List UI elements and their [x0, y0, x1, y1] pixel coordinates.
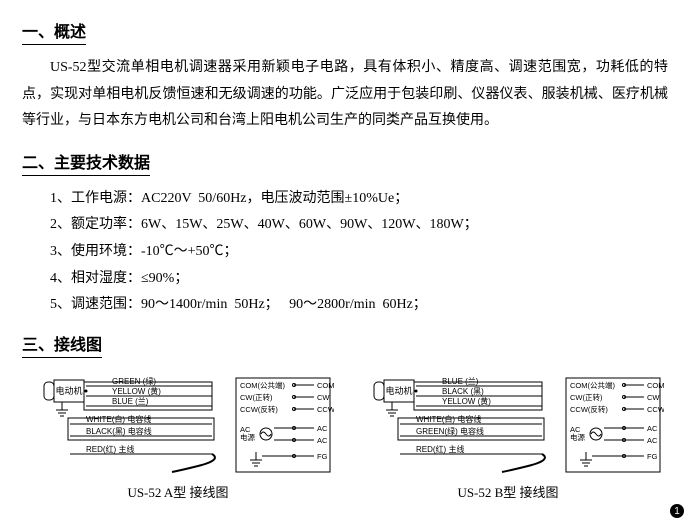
wire-label: BLUE (兰): [442, 376, 479, 386]
wire-label: RED(红) 主线: [86, 444, 134, 454]
wire-label: WHITE(白) 电容线: [416, 414, 481, 424]
diagrams-row: 电动机 GREEN (绿) YELLOW (黄) BLUE (兰): [22, 374, 668, 501]
overview-body: US-52型交流单相电机调速器采用新颖电子电路，具有体积小、精度高、调速范围宽，…: [22, 55, 668, 135]
diagram-a-caption: US-52 A型 接线图: [127, 482, 228, 501]
section3-heading: 三、接线图: [22, 331, 102, 358]
section-overview: 一、概述 US-52型交流单相电机调速器采用新颖电子电路，具有体积小、精度高、调…: [22, 18, 668, 135]
motor-label: 电动机: [55, 385, 82, 396]
diagram-b-caption: US-52 B型 接线图: [457, 482, 558, 501]
box-row-left: CW(正转): [240, 392, 273, 402]
wire-label: BLACK (黑): [442, 387, 484, 396]
spec-item: 4、相对湿度：≤90%；: [50, 266, 668, 293]
box-row-left: CW(正转): [570, 392, 603, 402]
wire-label: GREEN(绿) 电容线: [416, 426, 484, 436]
ac-left-label2: 电源: [570, 432, 585, 442]
wiring-svg-b: 电动机 BLUE (兰) BLACK (黑) YELLOW (黄) WHITE(…: [352, 374, 664, 478]
section2-heading: 二、主要技术数据: [22, 149, 150, 176]
box-row-left: COM(公共端): [570, 380, 615, 390]
fg-label: FG: [647, 452, 658, 461]
motor-label: 电动机: [385, 385, 412, 396]
spec-item: 5、调速范围：90～1400r/min 50Hz； 90～2800r/min 6…: [50, 292, 668, 319]
wire-label: YELLOW (黄): [112, 386, 161, 396]
box-row-right: COM: [317, 381, 334, 390]
box-row-left: CCW(反转): [570, 404, 608, 414]
ac-left-label2: 电源: [240, 432, 255, 442]
diagram-b: 电动机 BLUE (兰) BLACK (黑) YELLOW (黄) WHITE(…: [352, 374, 664, 501]
wiring-svg-a: 电动机 GREEN (绿) YELLOW (黄) BLUE (兰): [22, 374, 334, 478]
box-row-right: CW: [647, 393, 660, 402]
box-row-right: CCW: [647, 405, 664, 414]
fg-label: FG: [317, 452, 328, 461]
spec-item: 2、额定功率：6W、15W、25W、40W、60W、90W、120W、180W；: [50, 212, 668, 239]
box-row-left: CCW(反转): [240, 404, 278, 414]
section-specs: 二、主要技术数据 1、工作电源：AC220V 50/60Hz，电压波动范围±10…: [22, 149, 668, 319]
ac-right-top: AC: [317, 424, 328, 433]
spec-item: 3、使用环境：-10℃～+50℃；: [50, 239, 668, 266]
page-number-badge: 1: [670, 504, 684, 518]
wire-label: WHITE(白) 电容线: [86, 414, 151, 424]
ac-right-bot: AC: [647, 436, 658, 445]
spec-item: 1、工作电源：AC220V 50/60Hz，电压波动范围±10%Ue；: [50, 186, 668, 213]
section-wiring: 三、接线图 电动机 GREEN (绿): [22, 331, 668, 501]
box-row-right: CCW: [317, 405, 334, 414]
box-row-right: COM: [647, 381, 664, 390]
wire-label: YELLOW (黄): [442, 396, 491, 406]
box-row-right: CW: [317, 393, 330, 402]
wire-label: BLUE (兰): [112, 396, 149, 406]
wire-label: BLACK(黑) 电容线: [86, 426, 152, 436]
box-row-left: COM(公共端): [240, 380, 285, 390]
ac-right-bot: AC: [317, 436, 328, 445]
wire-label: RED(红) 主线: [416, 444, 464, 454]
section1-heading: 一、概述: [22, 18, 86, 45]
spec-list: 1、工作电源：AC220V 50/60Hz，电压波动范围±10%Ue； 2、额定…: [22, 186, 668, 319]
diagram-a: 电动机 GREEN (绿) YELLOW (黄) BLUE (兰): [22, 374, 334, 501]
ac-right-top: AC: [647, 424, 658, 433]
